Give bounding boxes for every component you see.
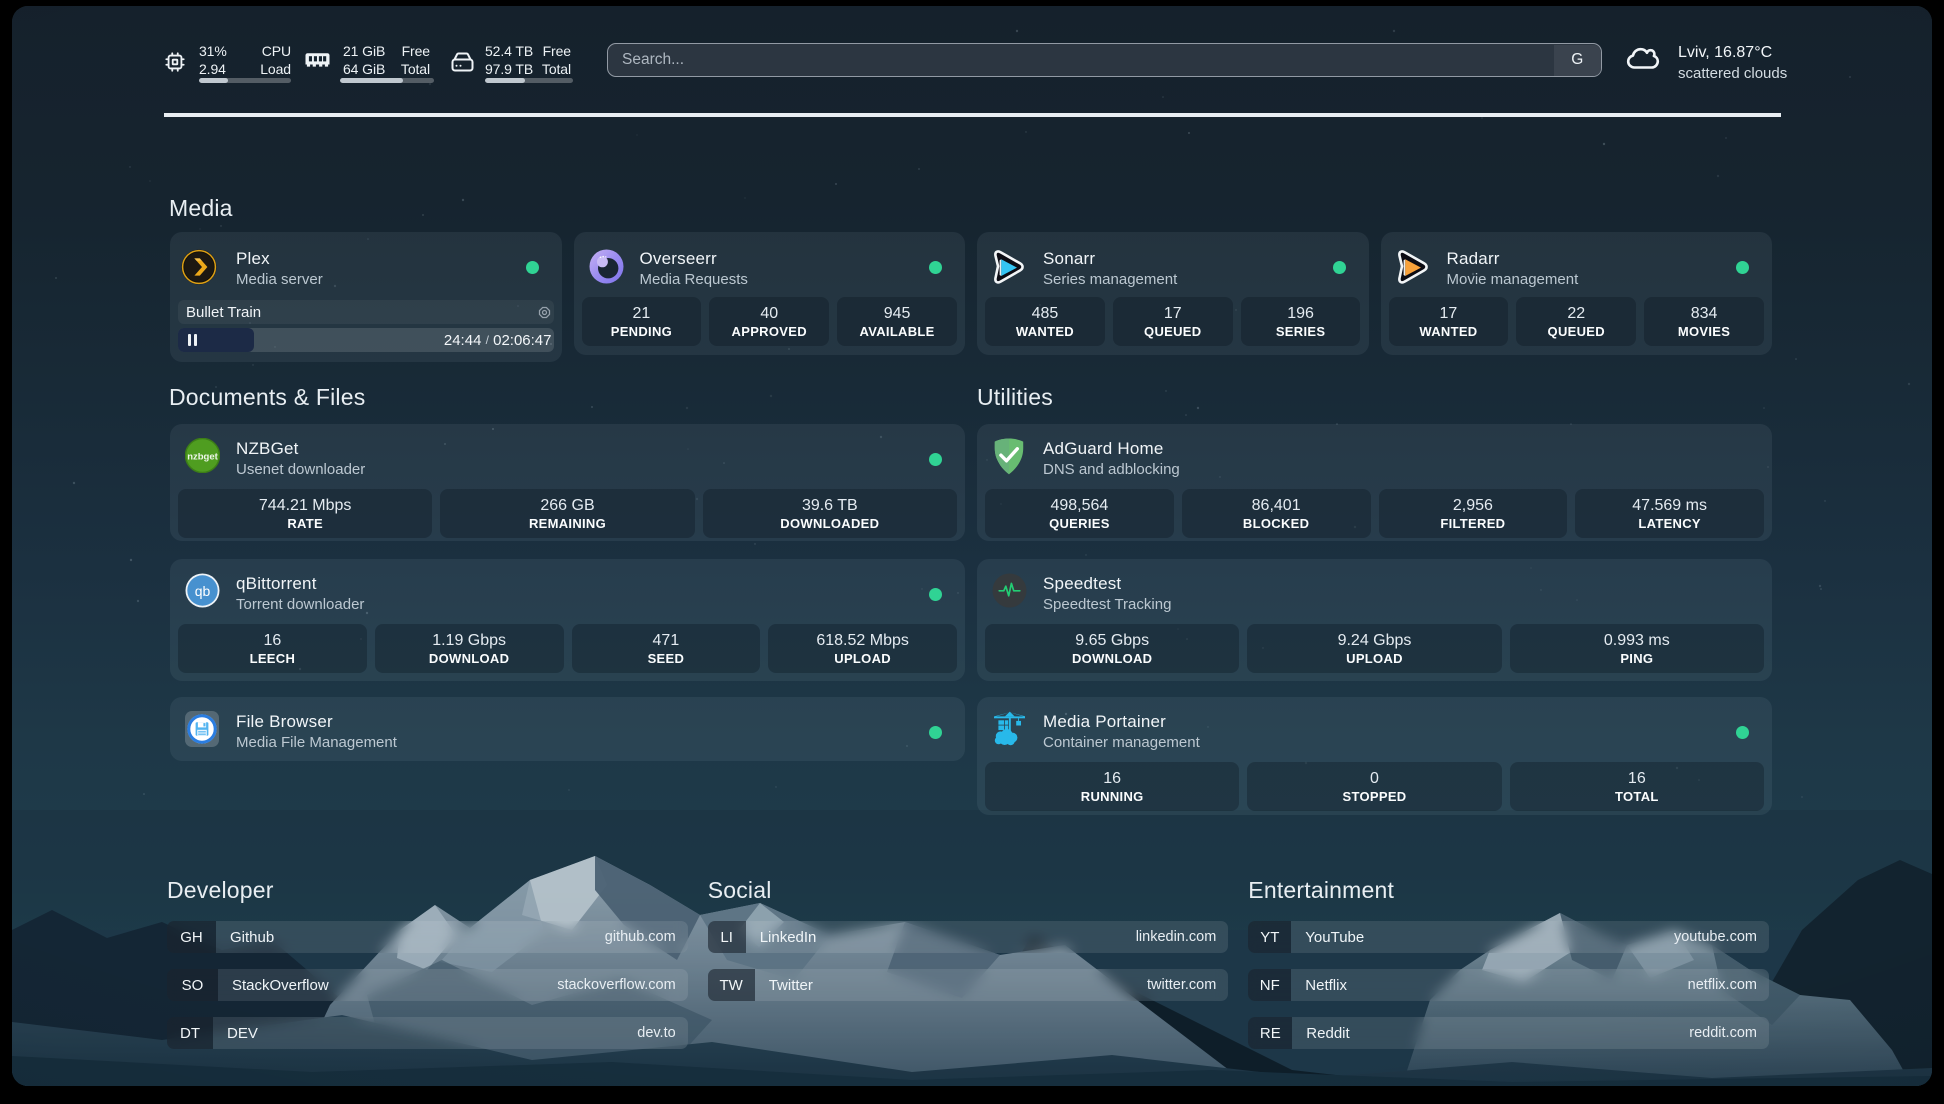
svg-text:qb: qb [195,583,211,599]
svg-text:nzbget: nzbget [187,452,218,463]
